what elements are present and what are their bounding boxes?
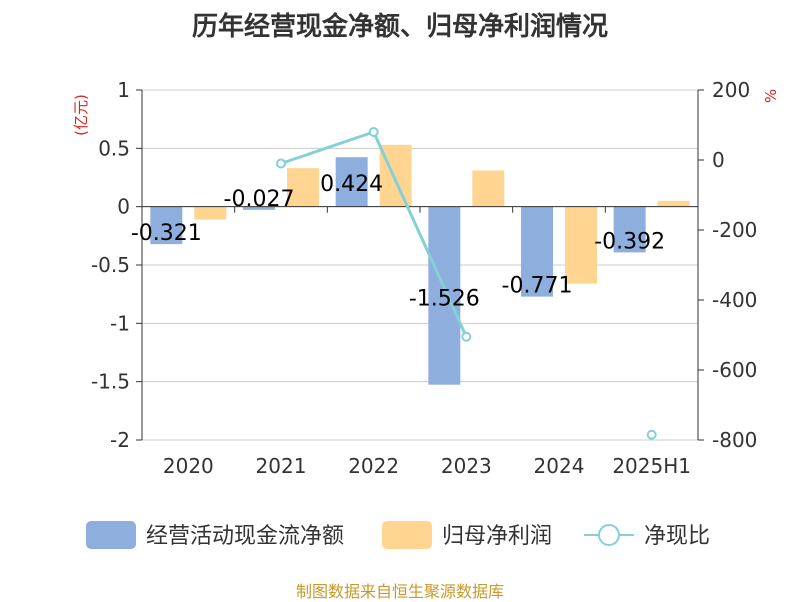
bar-net-profit — [565, 206, 597, 284]
right-axis-tick-label: -200 — [712, 218, 757, 242]
left-axis-tick-label: -2 — [110, 428, 130, 452]
x-axis-category-label: 2025H1 — [612, 454, 691, 478]
left-axis-unit: (亿元) — [72, 94, 90, 136]
legend: 经营活动现金流净额 归母净利润 净现比 — [86, 521, 710, 549]
data-label-operating-cashflow: -0.771 — [502, 274, 573, 299]
ratio-point — [368, 127, 379, 137]
x-axis-category-label: 2022 — [348, 454, 399, 478]
right-axis-tick-label: -800 — [712, 428, 757, 452]
bar-net-profit — [194, 206, 227, 220]
x-axis-category-label: 2024 — [534, 454, 585, 478]
bar-series — [150, 144, 690, 385]
x-axis-category-label: 2021 — [256, 454, 307, 478]
data-label-operating-cashflow: -0.321 — [131, 221, 202, 246]
bar-net-profit — [287, 168, 319, 207]
source-note: 制图数据来自恒生聚源数据库 — [295, 582, 504, 601]
data-labels: -0.321 -0.027 0.424 -1.526 -0.771 -0.392 — [131, 172, 665, 311]
data-label-operating-cashflow: -1.526 — [409, 287, 480, 312]
left-axis-tick-label: 0.5 — [98, 136, 130, 160]
bar-operating-cashflow — [613, 206, 646, 253]
bar-net-profit — [472, 170, 505, 207]
left-axis-tick-label: -0.5 — [91, 253, 130, 277]
data-label-operating-cashflow: 0.424 — [320, 172, 383, 197]
right-axis-unit: % — [762, 89, 780, 103]
legend-swatch-ratio-marker — [598, 524, 620, 546]
ratio-line-segment — [372, 131, 468, 338]
grid-lines — [142, 89, 698, 441]
ratio-point — [276, 158, 286, 169]
bar-net-profit — [657, 200, 690, 207]
bar-operating-cashflow — [428, 206, 461, 385]
ratio-line-series — [276, 127, 657, 440]
left-axis-tick-label: -1.5 — [91, 370, 130, 394]
bar-operating-cashflow — [150, 206, 183, 245]
legend-label-net-profit: 归母净利润 — [442, 524, 552, 549]
left-axis-tick-label: 0 — [117, 195, 130, 219]
bar-operating-cashflow — [335, 157, 368, 207]
ratio-point — [461, 331, 472, 342]
data-label-operating-cashflow: -0.027 — [224, 187, 295, 212]
bar-operating-cashflow — [521, 206, 553, 297]
x-axis-category-label: 2023 — [441, 454, 492, 478]
chart-title: 历年经营现金净额、归母净利润情况 — [191, 12, 608, 42]
x-axis-category-label: 2020 — [163, 454, 214, 478]
right-axis-tick-label: 200 — [712, 78, 750, 102]
legend-label-ratio: 净现比 — [644, 524, 710, 549]
data-label-operating-cashflow: -0.392 — [594, 229, 665, 254]
right-axis-tick-label: -400 — [712, 288, 757, 312]
ratio-line-segment — [280, 130, 375, 165]
right-axis-tick-label: 0 — [712, 148, 725, 172]
legend-swatch-net-profit — [382, 521, 432, 549]
legend-label-operating: 经营活动现金流净额 — [146, 524, 344, 549]
ratio-point — [646, 429, 657, 440]
legend-swatch-operating — [86, 521, 136, 549]
right-axis-tick-label: -600 — [712, 358, 757, 382]
bar-operating-cashflow — [243, 206, 275, 210]
axes: 1 0.5 0 -0.5 -1 -1.5 -2 200 0 -200 -400 -600 -800 202… — [72, 78, 780, 478]
left-axis-tick-label: -1 — [110, 311, 130, 335]
left-axis-tick-label: 1 — [117, 78, 130, 102]
